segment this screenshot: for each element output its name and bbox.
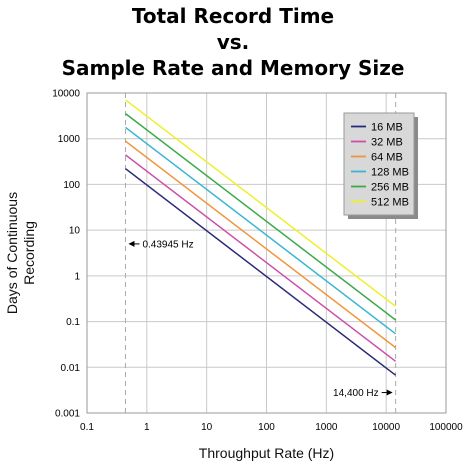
chart-title-line-3: Sample Rate and Memory Size: [61, 56, 405, 80]
x-tick-label: 1000: [315, 422, 338, 433]
chart-title-line-1: Total Record Time: [131, 4, 335, 28]
x-tick-label: 100000: [429, 422, 463, 433]
legend-label: 128 MB: [371, 167, 409, 179]
x-tick-label: 0.1: [80, 422, 94, 433]
x-axis-label: Throughput Rate (Hz): [199, 445, 334, 461]
x-tick-label: 10000: [372, 422, 400, 433]
x-tick-label: 1: [144, 422, 150, 433]
y-tick-label: 1: [74, 271, 80, 282]
legend-label: 256 MB: [371, 182, 409, 194]
chart-title-line-2: vs.: [216, 30, 250, 54]
annotation-arrowhead: [386, 389, 393, 396]
legend-label: 32 MB: [371, 137, 403, 149]
x-tick-label: 10: [201, 422, 213, 433]
legend-label: 512 MB: [371, 197, 409, 209]
series-line: [125, 126, 397, 335]
x-tick-label: 100: [258, 422, 275, 433]
y-tick-label: 0.01: [61, 363, 81, 374]
legend-box: [343, 112, 415, 216]
y-tick-label: 0.1: [66, 317, 80, 328]
series-line: [125, 140, 397, 349]
annotation-label: 0.43945 Hz: [142, 239, 193, 250]
annotation-arrowhead: [128, 240, 135, 247]
y-tick-label: 10: [69, 226, 81, 237]
annotation-label: 14,400 Hz: [333, 388, 379, 399]
series-line: [125, 154, 397, 362]
series-line: [125, 113, 397, 321]
series-line: [125, 99, 397, 307]
y-tick-label: 100: [63, 180, 80, 191]
series-lines: [125, 99, 397, 376]
legend-label: 64 MB: [371, 152, 403, 164]
y-tick-label: 1000: [58, 134, 81, 145]
annotations: 0.43945 Hz 14,400 Hz: [128, 239, 393, 399]
legend: 16 MB 32 MB 64 MB 128 MB 256 MB 512 MB: [343, 112, 418, 219]
axis-ticks: 0.1 1 10 100 1000 10000 100000 0.001 0.01 0.1 1 10 1…: [52, 89, 463, 434]
series-line: [125, 168, 397, 376]
plot-border: [86, 92, 447, 414]
legend-label: 16 MB: [371, 122, 403, 134]
y-axis-label-line-2: Recording: [21, 221, 37, 285]
y-tick-label: 10000: [52, 89, 80, 100]
y-tick-label: 0.001: [55, 409, 80, 420]
y-axis-label-line-1: Days of Continuous: [4, 192, 20, 314]
